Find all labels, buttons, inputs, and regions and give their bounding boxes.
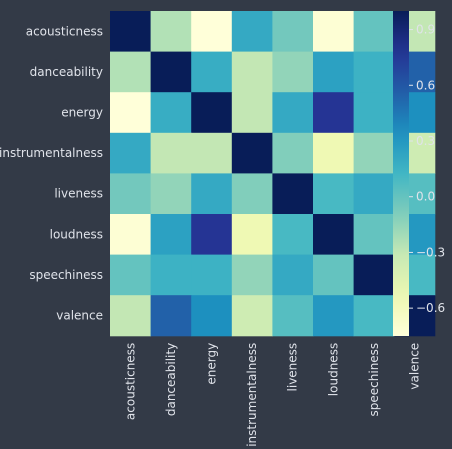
heatmap-cell-speechiness-liveness (272, 254, 314, 296)
heatmap-cell-speechiness-energy (191, 254, 233, 296)
heatmap-cells (110, 11, 436, 337)
row-label-valence: valence (56, 309, 103, 323)
heatmap-cell-liveness-liveness (272, 173, 314, 215)
heatmap-cell-instrumentalness-speechiness (353, 132, 395, 174)
colorbar-tick-label: −0.3 (416, 245, 445, 259)
heatmap-cell-instrumentalness-instrumentalness (231, 132, 273, 174)
heatmap-cell-danceability-liveness (272, 51, 314, 93)
colorbar-tick-label: −0.6 (416, 301, 445, 315)
heatmap-cell-danceability-danceability (150, 51, 192, 93)
heatmap-cell-liveness-acousticness (110, 173, 152, 215)
colorbar-tick-label: 0.9 (416, 23, 435, 37)
colorbar-tick-label: 0.0 (416, 190, 435, 204)
heatmap-cell-liveness-instrumentalness (231, 173, 273, 215)
row-labels: acousticness danceability energy instrument… (0, 24, 103, 322)
row-label-instrumentalness: instrumentalness (0, 146, 103, 160)
heatmap-cell-loudness-instrumentalness (231, 214, 273, 256)
heatmap-cell-valence-danceability (150, 295, 192, 337)
heatmap-cell-danceability-acousticness (110, 51, 152, 93)
column-labels: acousticness danceability energy instrument… (123, 343, 421, 447)
heatmap-cell-acousticness-energy (191, 11, 233, 53)
heatmap-cell-loudness-speechiness (353, 214, 395, 256)
heatmap-cell-acousticness-speechiness (353, 11, 395, 53)
heatmap-cell-liveness-loudness (313, 173, 355, 215)
row-label-speechiness: speechiness (29, 268, 103, 282)
column-label-loudness: loudness (326, 343, 340, 396)
column-label-valence: valence (408, 343, 422, 390)
heatmap-cell-instrumentalness-energy (191, 132, 233, 174)
column-label-speechiness: speechiness (367, 343, 381, 417)
heatmap-cell-liveness-speechiness (353, 173, 395, 215)
heatmap-cell-instrumentalness-acousticness (110, 132, 152, 174)
heatmap-cell-speechiness-danceability (150, 254, 192, 296)
heatmap-cell-valence-loudness (313, 295, 355, 337)
column-label-danceability: danceability (164, 343, 178, 416)
heatmap-cell-energy-loudness (313, 92, 355, 134)
heatmap-cell-acousticness-acousticness (110, 11, 152, 53)
heatmap-cell-energy-danceability (150, 92, 192, 134)
heatmap-cell-acousticness-loudness (313, 11, 355, 53)
heatmap-cell-instrumentalness-loudness (313, 132, 355, 174)
heatmap-cell-speechiness-instrumentalness (231, 254, 273, 296)
heatmap-cell-acousticness-liveness (272, 11, 314, 53)
heatmap-cell-speechiness-loudness (313, 254, 355, 296)
column-label-acousticness: acousticness (123, 343, 137, 420)
colorbar-gradient (393, 11, 409, 336)
heatmap-cell-liveness-danceability (150, 173, 192, 215)
heatmap-cell-danceability-speechiness (353, 51, 395, 93)
heatmap-cell-loudness-danceability (150, 214, 192, 256)
colorbar: 0.9 0.6 0.3 0.0 −0.3 −0.6 (393, 11, 445, 336)
row-label-energy: energy (61, 106, 103, 120)
column-label-energy: energy (205, 343, 219, 385)
heatmap-cell-danceability-energy (191, 51, 233, 93)
row-label-loudness: loudness (50, 227, 103, 241)
column-label-liveness: liveness (286, 343, 300, 392)
heatmap-cell-energy-acousticness (110, 92, 152, 134)
heatmap-cell-loudness-liveness (272, 214, 314, 256)
colorbar-tick-label: 0.3 (416, 134, 435, 148)
heatmap-cell-energy-liveness (272, 92, 314, 134)
heatmap-cell-speechiness-acousticness (110, 254, 152, 296)
heatmap-cell-valence-acousticness (110, 295, 152, 337)
column-label-instrumentalness: instrumentalness (245, 343, 259, 447)
heatmap-cell-loudness-loudness (313, 214, 355, 256)
heatmap-cell-danceability-loudness (313, 51, 355, 93)
heatmap-cell-valence-liveness (272, 295, 314, 337)
row-label-acousticness: acousticness (26, 24, 103, 38)
heatmap-cell-liveness-energy (191, 173, 233, 215)
row-label-liveness: liveness (54, 187, 103, 201)
heatmap-cell-instrumentalness-liveness (272, 132, 314, 174)
heatmap-cell-valence-energy (191, 295, 233, 337)
heatmap-cell-loudness-energy (191, 214, 233, 256)
heatmap-cell-acousticness-danceability (150, 11, 192, 53)
row-label-danceability: danceability (30, 65, 103, 79)
heatmap-cell-energy-instrumentalness (231, 92, 273, 134)
heatmap-cell-energy-energy (191, 92, 233, 134)
heatmap-cell-valence-speechiness (353, 295, 395, 337)
heatmap-cell-instrumentalness-danceability (150, 132, 192, 174)
heatmap-cell-acousticness-instrumentalness (231, 11, 273, 53)
colorbar-tick-label: 0.6 (416, 78, 435, 92)
heatmap-cell-energy-speechiness (353, 92, 395, 134)
heatmap-cell-valence-instrumentalness (231, 295, 273, 337)
heatmap-cell-loudness-acousticness (110, 214, 152, 256)
heatmap-cell-danceability-instrumentalness (231, 51, 273, 93)
heatmap-cell-speechiness-speechiness (353, 254, 395, 296)
